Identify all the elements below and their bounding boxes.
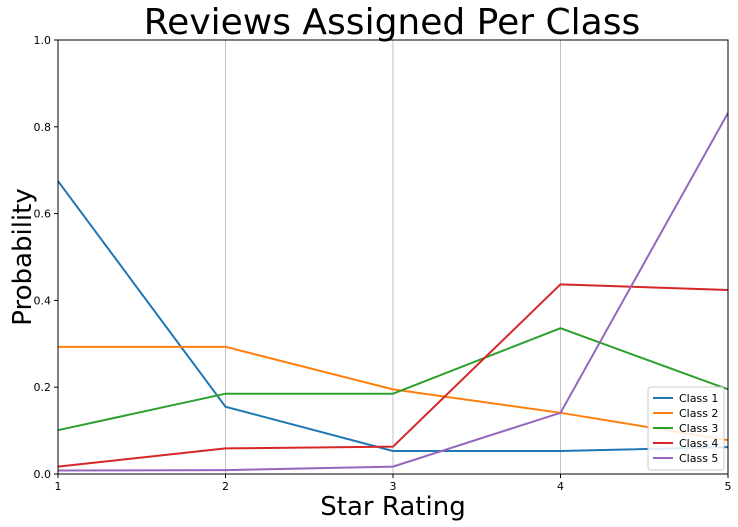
y-axis-label: Probability [8,188,38,325]
y-tick-label: 0.6 [34,208,52,221]
legend-label: Class 4 [679,437,718,450]
y-tick-label: 0.8 [34,121,52,134]
y-tick-label: 0.0 [34,468,52,481]
legend-label: Class 1 [679,392,718,405]
x-tick-label: 4 [557,480,564,493]
x-tick-label: 5 [725,480,732,493]
legend-label: Class 3 [679,422,718,435]
y-tick-label: 1.0 [34,34,52,47]
y-tick-label: 0.2 [34,381,52,394]
x-axis-label: Star Rating [320,492,465,522]
series-line-class-4 [57,283,729,468]
series-line-class-1 [57,180,729,452]
legend-label: Class 5 [679,452,718,465]
series-line-class-3 [57,327,729,432]
x-axis-ticks: 1 2 3 4 5 [55,474,732,493]
x-tick-label: 3 [390,480,397,493]
series-line-class-2 [58,345,729,442]
chart-title: Reviews Assigned Per Class [144,2,640,43]
legend-box [647,386,725,471]
y-axis-ticks: 0.0 0.2 0.4 0.6 0.8 1.0 [34,34,58,481]
legend: Class 1 Class 2 Class 3 Class 4 Class 5 [647,386,725,471]
series-lines [57,112,729,472]
x-tick-label: 2 [222,480,229,493]
series-line-class-5 [57,112,729,472]
y-tick-label: 0.4 [34,294,52,307]
legend-label: Class 2 [679,407,718,420]
x-tick-label: 1 [55,480,62,493]
